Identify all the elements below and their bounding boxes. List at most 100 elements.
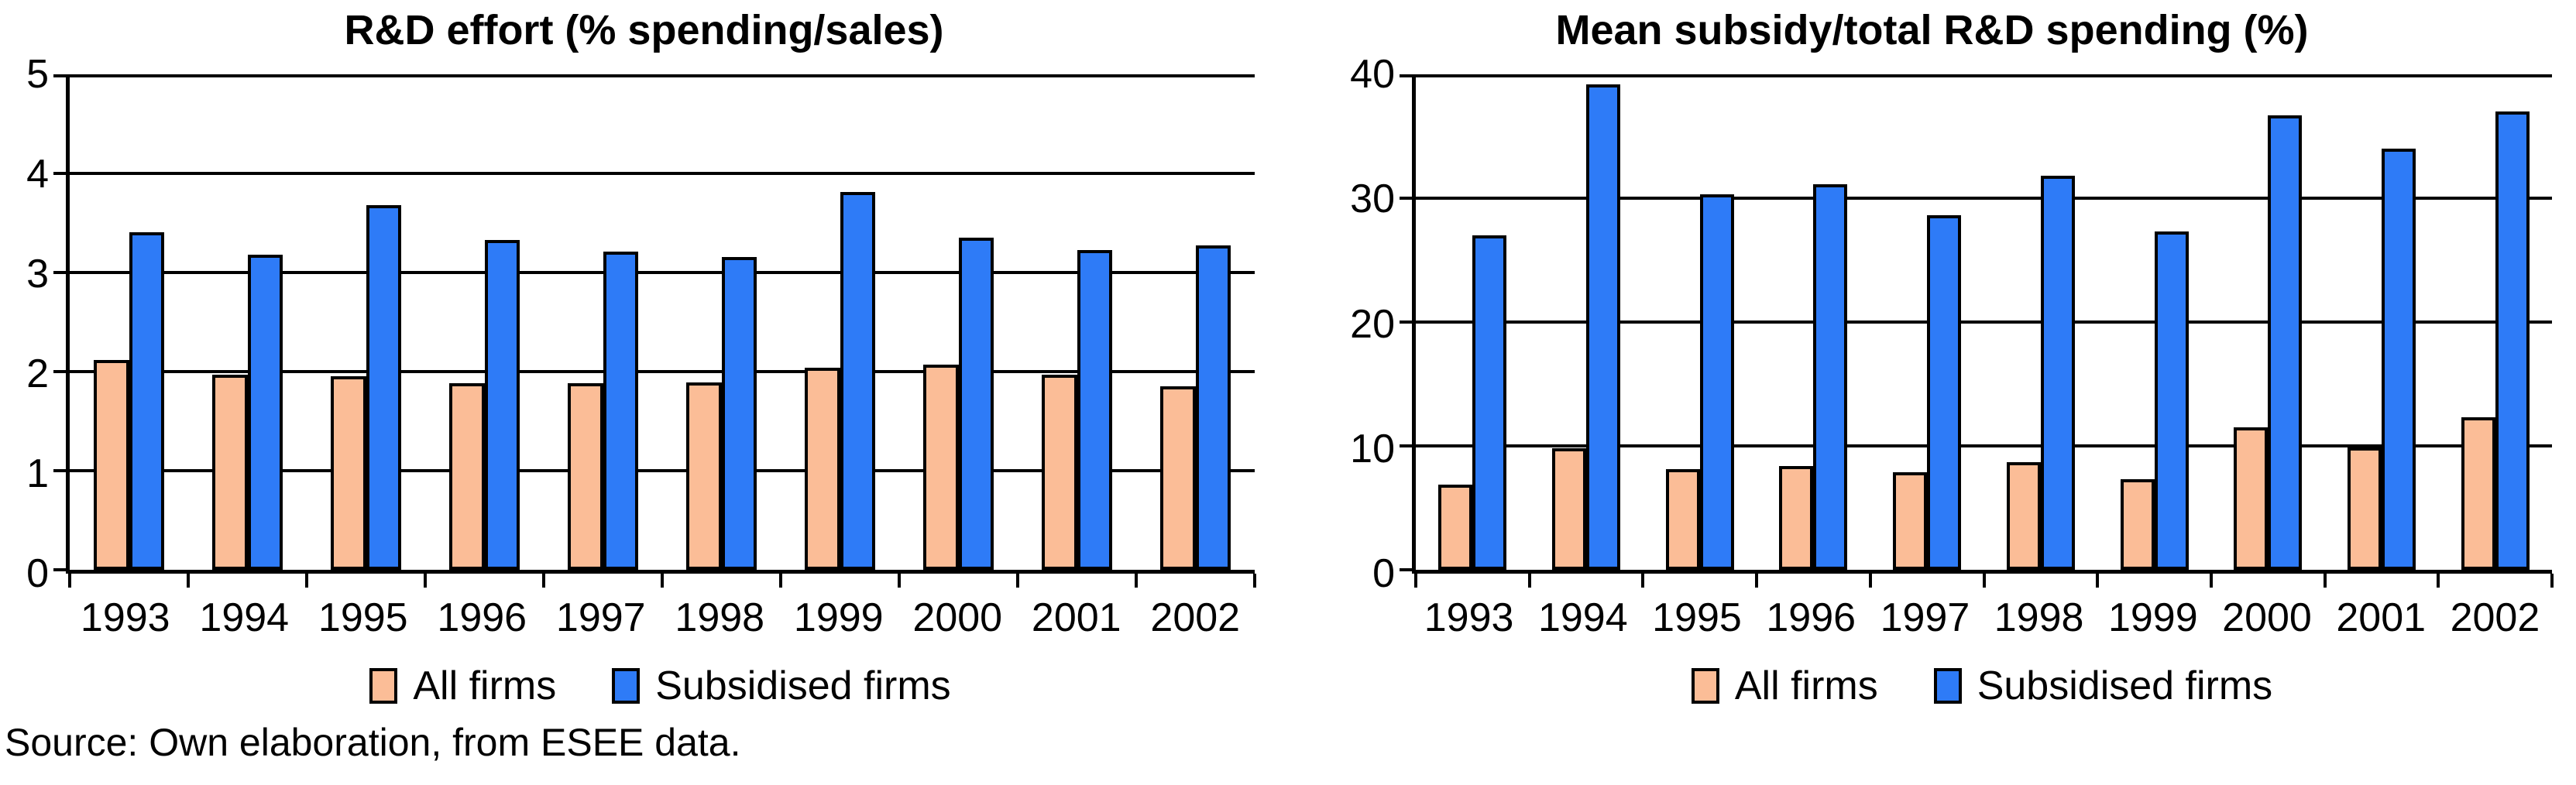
- bar-all-firms-1995: [330, 376, 366, 570]
- x-label-1998: 1998: [1994, 595, 2084, 640]
- plot-row: 0 10 20 30 40: [1288, 52, 2576, 596]
- y-tick-label-20: 20: [1350, 301, 1395, 347]
- bar-group-1993: [70, 74, 188, 570]
- gridline-3: [70, 271, 1255, 274]
- x-label-1993: 1993: [80, 595, 170, 640]
- bar-group-2000: [899, 74, 1018, 570]
- x-tick-3: [424, 574, 427, 588]
- chart-rd-effort: R&D effort (% spending/sales) 0 1 2 3 4 5 199…: [0, 0, 1288, 713]
- x-tick-7: [898, 574, 901, 588]
- x-tick-10: [1253, 574, 1256, 588]
- y-tick-label-4: 4: [26, 152, 49, 197]
- legend-label-subsidised-firms: Subsidised firms: [1977, 663, 2273, 708]
- charts-row: R&D effort (% spending/sales) 0 1 2 3 4 5 199…: [0, 0, 2576, 713]
- legend-swatch-all-firms: [369, 668, 398, 704]
- x-tick-7: [2209, 574, 2213, 588]
- bars: [70, 74, 1255, 570]
- gridline-4: [70, 172, 1255, 175]
- y-tick-30: [1400, 197, 1416, 200]
- bar-subsidised-firms-1999: [2154, 231, 2189, 570]
- bar-group-2001: [2325, 74, 2439, 570]
- bar-all-firms-1998: [2006, 461, 2041, 570]
- y-tick-40: [1400, 74, 1416, 77]
- x-tick-5: [661, 574, 664, 588]
- legend-swatch-subsidised-firms: [612, 668, 641, 704]
- bar-group-1994: [1530, 74, 1643, 570]
- y-axis: 0 10 20 30 40: [1288, 52, 1412, 596]
- bar-group-2002: [1136, 74, 1255, 570]
- chart-title: Mean subsidy/total R&D spending (%): [1555, 7, 2309, 53]
- x-label-1993: 1993: [1424, 595, 1514, 640]
- legend-label-subsidised-firms: Subsidised firms: [655, 663, 951, 708]
- x-tick-0: [1414, 574, 1417, 588]
- gridline-2: [70, 370, 1255, 373]
- bar-subsidised-firms-2000: [958, 238, 994, 570]
- bar-all-firms-1996: [1779, 465, 1814, 570]
- legend-label-all-firms: All firms: [413, 663, 557, 708]
- bar-all-firms-1999: [804, 367, 840, 570]
- gridline-5: [70, 74, 1255, 77]
- y-tick-label-5: 5: [26, 52, 49, 97]
- x-label-2001: 2001: [1031, 595, 1121, 640]
- x-tick-3: [1755, 574, 1759, 588]
- chart-mean-subsidy: Mean subsidy/total R&D spending (%) 0 10 2…: [1288, 0, 2576, 713]
- y-tick-0: [1400, 568, 1416, 571]
- x-label-2001: 2001: [2336, 595, 2427, 640]
- bar-all-firms-1993: [1438, 484, 1473, 570]
- x-label-1995: 1995: [1652, 595, 1742, 640]
- bar-subsidised-firms-1993: [129, 231, 165, 570]
- bar-group-1995: [1643, 74, 1757, 570]
- bar-all-firms-1998: [685, 382, 722, 570]
- legend-swatch-subsidised-firms: [1933, 668, 1962, 704]
- x-tick-1: [1527, 574, 1531, 588]
- plot-area: [53, 74, 1256, 588]
- x-label-2000: 2000: [2222, 595, 2312, 640]
- legend: All firms Subsidised firms: [33, 659, 1288, 713]
- bar-all-firms-1993: [93, 359, 129, 570]
- y-tick-label-0: 0: [26, 551, 49, 596]
- x-tick-4: [542, 574, 545, 588]
- bar-subsidised-firms-2001: [2381, 149, 2416, 570]
- bar-subsidised-firms-1998: [721, 256, 757, 570]
- bar-subsidised-firms-2001: [1077, 249, 1113, 570]
- x-axis-labels: 1993 1994 1995 1996 1997 1998 1999 2000 2001 2002: [1412, 594, 2552, 642]
- x-label-1998: 1998: [675, 595, 765, 640]
- bar-all-firms-2000: [2234, 427, 2269, 570]
- x-label-1999: 1999: [2107, 595, 2198, 640]
- x-label-2002: 2002: [1150, 595, 1241, 640]
- bar-group-1996: [1757, 74, 1870, 570]
- x-label-1994: 1994: [1537, 595, 1628, 640]
- x-tick-2: [305, 574, 308, 588]
- legend-item-all-firms: All firms: [369, 663, 556, 709]
- gridline-10: [1416, 444, 2552, 447]
- y-tick-label-40: 40: [1350, 52, 1395, 97]
- bar-subsidised-firms-1994: [1586, 84, 1621, 570]
- bar-subsidised-firms-1995: [1699, 194, 1734, 570]
- bar-all-firms-1997: [1893, 471, 1928, 570]
- bar-subsidised-firms-1997: [1927, 215, 1962, 570]
- bar-all-firms-2001: [1041, 374, 1077, 570]
- bar-all-firms-1996: [448, 383, 485, 570]
- bar-group-1995: [307, 74, 425, 570]
- x-tick-0: [68, 574, 71, 588]
- x-tick-2: [1641, 574, 1645, 588]
- legend-item-subsidised-firms: Subsidised firms: [1933, 663, 2273, 709]
- bar-all-firms-1999: [2120, 479, 2155, 570]
- y-tick-2: [53, 370, 70, 373]
- gridline-1: [70, 469, 1255, 472]
- gridline-30: [1416, 197, 2552, 200]
- x-axis-labels: 1993 1994 1995 1996 1997 1998 1999 2000 2001 2002: [66, 594, 1255, 642]
- y-tick-label-2: 2: [26, 351, 49, 396]
- x-label-1996: 1996: [437, 595, 527, 640]
- bar-all-firms-2000: [922, 365, 959, 570]
- bar-group-2000: [2211, 74, 2325, 570]
- x-label-1997: 1997: [555, 595, 646, 640]
- bar-group-1998: [662, 74, 781, 570]
- y-axis: 0 1 2 3 4 5: [0, 52, 66, 596]
- x-label-1995: 1995: [318, 595, 408, 640]
- bar-group-1993: [1416, 74, 1530, 570]
- y-tick-4: [53, 172, 70, 175]
- bar-all-firms-2002: [1159, 386, 1196, 570]
- x-tick-4: [1868, 574, 1872, 588]
- bar-subsidised-firms-1995: [366, 204, 402, 570]
